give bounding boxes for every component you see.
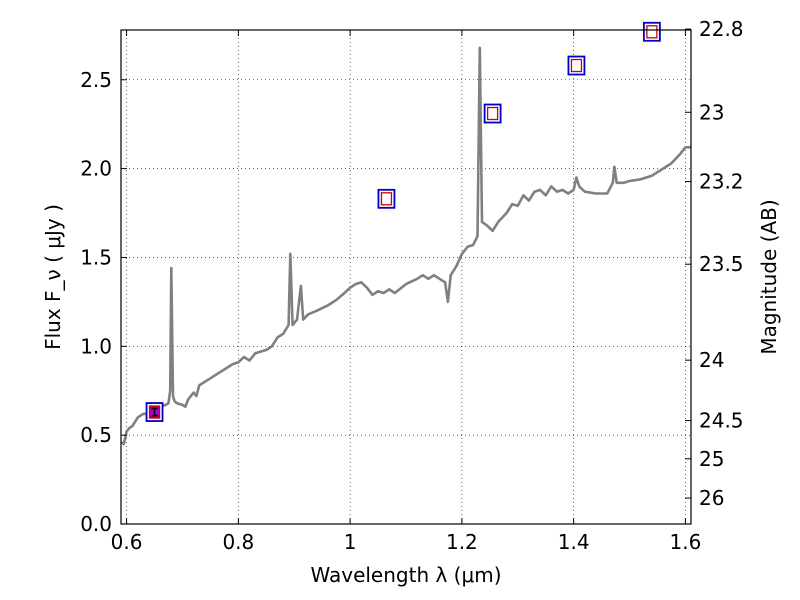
right-tick-label: 23.2 <box>699 170 744 194</box>
model-photometry-point <box>377 188 396 209</box>
right-tick-label: 23 <box>699 100 724 124</box>
observed-photometry-point <box>380 192 393 206</box>
y-tick-label: 0.0 <box>80 512 112 536</box>
right-tick-label: 22.8 <box>699 17 744 41</box>
x-tick-label: 1.6 <box>670 530 702 554</box>
right-tick-label: 23.5 <box>699 252 744 276</box>
x-tick-label: 0.8 <box>222 530 254 554</box>
model-photometry-point <box>567 55 586 76</box>
spectrum-line <box>121 46 691 446</box>
x-tick-label: 1.2 <box>446 530 478 554</box>
y-tick-label: 0.5 <box>80 423 112 447</box>
spectrum-series <box>121 46 691 446</box>
x-tick-label: 0.6 <box>111 530 143 554</box>
x-axis-label: Wavelength λ (μm) <box>310 563 501 587</box>
x-axis-ticks: 0.6 0.8 1 1.2 1.4 1.6 <box>111 30 702 554</box>
right-axis-label: Magnitude (AB) <box>757 199 781 354</box>
right-tick-label: 26 <box>699 486 724 510</box>
model-photometry-point <box>642 21 661 42</box>
y-tick-label: 2.0 <box>80 157 112 181</box>
right-axis-ticks: 22.8 23 23.2 23.5 24 24.5 25 26 <box>685 17 744 510</box>
y-axis-ticks: 0.0 0.5 1.0 1.5 2.0 2.5 <box>80 68 127 536</box>
y-tick-label: 2.5 <box>80 68 112 92</box>
observed-photometry-point <box>486 106 499 121</box>
y-tick-label: 1.5 <box>80 245 112 269</box>
right-tick-label: 24.5 <box>699 409 744 433</box>
y-axis-label: Flux F_ν ( μJy ) <box>41 204 65 350</box>
photometry-markers <box>145 21 661 422</box>
right-tick-label: 25 <box>699 447 724 471</box>
right-tick-label: 24 <box>699 348 724 372</box>
plot-frame <box>120 29 692 525</box>
y-tick-label: 1.0 <box>80 334 112 358</box>
x-tick-label: 1 <box>344 530 357 554</box>
observed-photometry-point <box>646 25 658 39</box>
model-photometry-point <box>483 103 502 124</box>
x-tick-label: 1.4 <box>558 530 590 554</box>
observed-photometry-point <box>570 58 583 73</box>
grid <box>121 30 691 525</box>
